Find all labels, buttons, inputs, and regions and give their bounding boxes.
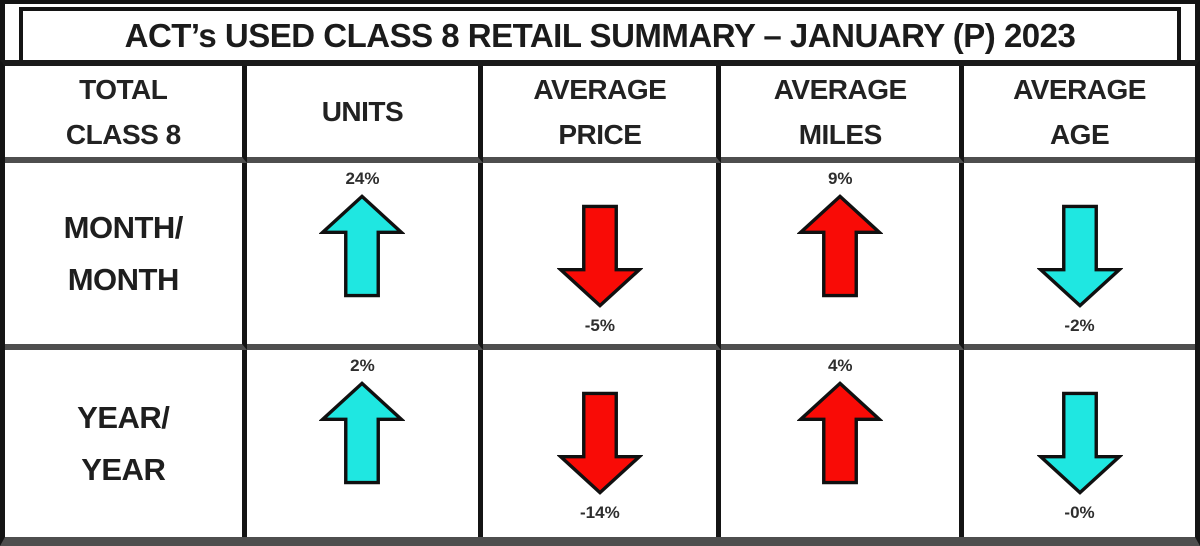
title-region: ACT’s USED CLASS 8 RETAIL SUMMARY – JANU… xyxy=(0,0,1200,60)
header-line: AGE xyxy=(1049,118,1110,150)
cell-month-month-average-age: -2% xyxy=(964,163,1195,350)
row-label-line: MONTH xyxy=(67,261,180,297)
down-arrow-icon xyxy=(556,204,643,308)
header-line: CLASS 8 xyxy=(65,118,181,150)
pct-value: -0% xyxy=(1064,503,1095,522)
header-line: PRICE xyxy=(558,118,642,150)
down-arrow-icon xyxy=(556,391,643,495)
pct-value: 9% xyxy=(827,169,853,188)
up-arrow-icon xyxy=(319,381,406,485)
header-line: TOTAL xyxy=(79,73,168,105)
down-arrow-shape xyxy=(556,204,643,308)
header-line: AVERAGE xyxy=(533,73,667,105)
pct-value: 24% xyxy=(345,169,380,188)
up-arrow-shape xyxy=(319,194,406,298)
down-arrow-icon xyxy=(1036,391,1123,495)
cell-month-month-average-miles: 9% xyxy=(721,163,965,350)
down-arrow-shape xyxy=(1036,391,1123,495)
down-arrow-shape xyxy=(1036,204,1123,308)
up-arrow-icon xyxy=(797,381,884,485)
up-arrow-shape xyxy=(797,381,884,485)
header-line: UNITS xyxy=(321,96,404,127)
summary-grid: TOTAL CLASS 8 UNITS AVERAGE PRICE AVERAG… xyxy=(0,60,1200,546)
header-total-class-8: TOTAL CLASS 8 xyxy=(5,66,247,163)
header-line: MILES xyxy=(798,118,883,150)
title-box: ACT’s USED CLASS 8 RETAIL SUMMARY – JANU… xyxy=(19,7,1181,60)
up-arrow-icon xyxy=(319,194,406,298)
down-arrow-icon xyxy=(1036,204,1123,308)
row-label-line: YEAR/ xyxy=(77,399,170,435)
cell-month-month-average-price: -5% xyxy=(483,163,722,350)
pct-value: -14% xyxy=(580,503,620,522)
pct-value: 2% xyxy=(350,356,375,375)
header-line: AVERAGE xyxy=(773,73,907,105)
table-title: ACT’s USED CLASS 8 RETAIL SUMMARY – JANU… xyxy=(124,16,1076,54)
cell-month-month-units: 24% xyxy=(246,163,484,350)
up-arrow-shape xyxy=(319,381,406,485)
row-label-line: MONTH/ xyxy=(63,209,184,245)
header-average-price: AVERAGE PRICE xyxy=(483,66,722,163)
row-label-year-year: YEAR/ YEAR xyxy=(5,350,247,537)
cell-year-year-average-miles: 4% xyxy=(721,350,965,537)
cell-year-year-units: 2% xyxy=(247,350,484,537)
header-average-age: AVERAGE AGE xyxy=(964,66,1195,163)
header-line: AVERAGE xyxy=(1013,73,1146,105)
header-average-miles: AVERAGE MILES xyxy=(721,66,965,163)
pct-value: -5% xyxy=(584,316,615,335)
down-arrow-shape xyxy=(556,391,643,495)
cell-year-year-average-age: -0% xyxy=(964,350,1195,537)
row-label-line: YEAR xyxy=(81,451,166,487)
up-arrow-icon xyxy=(797,194,884,298)
pct-value: 4% xyxy=(827,356,853,375)
cell-year-year-average-price: -14% xyxy=(483,350,722,537)
header-units: UNITS xyxy=(246,66,484,163)
row-label-month-month: MONTH/ MONTH xyxy=(5,163,247,350)
up-arrow-shape xyxy=(797,194,884,298)
pct-value: -2% xyxy=(1064,316,1095,335)
